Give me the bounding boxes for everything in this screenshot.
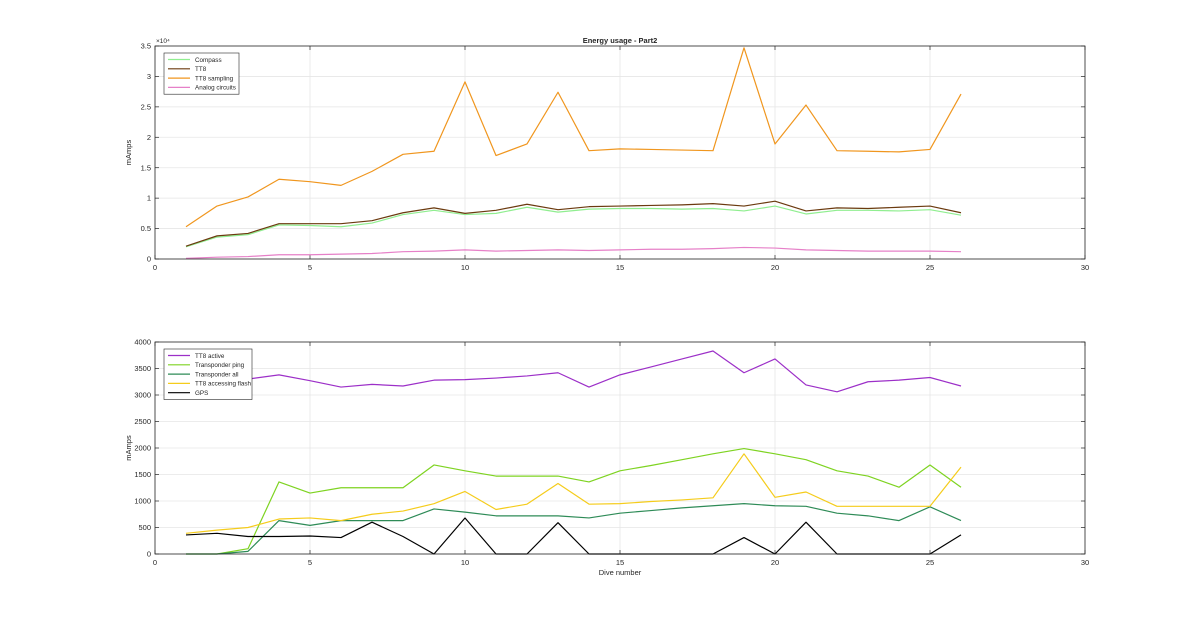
x-axis-label: Dive number (599, 568, 642, 577)
x-tick-label: 20 (771, 558, 779, 567)
x-tick-label: 25 (926, 263, 934, 272)
y-tick-label: 1000 (134, 497, 151, 506)
legend-label: TT8 active (195, 353, 225, 360)
x-tick-label: 0 (153, 558, 157, 567)
y-axis-label: mAmps (124, 435, 133, 461)
axes-box (154, 341, 1086, 555)
axes-box (154, 45, 1086, 260)
legend-label: TT8 accessing flash (195, 381, 251, 388)
y-tick-label: 3500 (134, 364, 151, 373)
y-tick-label: 3.5 (141, 42, 151, 51)
series-line-tt8-sampling (185, 47, 962, 228)
y-tick-label: 2500 (134, 417, 151, 426)
legend-label: Compass (195, 57, 222, 64)
y-tick-label: 3 (147, 72, 151, 81)
x-tick-label: 30 (1081, 558, 1089, 567)
x-tick-label: 25 (926, 558, 934, 567)
x-tick-label: 10 (461, 263, 469, 272)
y-exponent-label: ×10⁴ (156, 38, 170, 45)
legend-label: TT8 sampling (195, 75, 234, 82)
y-tick-label: 1500 (134, 470, 151, 479)
x-tick-label: 5 (308, 558, 312, 567)
series-line-compass (185, 205, 962, 248)
y-tick-label: 2000 (134, 444, 151, 453)
legend-label: Analog circuits (195, 85, 236, 92)
y-tick-label: 2 (147, 133, 151, 142)
series-line-tt8 (185, 200, 962, 247)
legend-label: TT8 (195, 66, 207, 73)
chart-2: 0 5 10 15 20 25 30 0 500 1000 1500 2000 2500 3000 3500… (124, 338, 1089, 577)
x-tick-label: 5 (308, 263, 312, 272)
x-tick-label: 30 (1081, 263, 1089, 272)
series-line-tt8-active (185, 350, 962, 400)
y-tick-label: 1.5 (141, 163, 151, 172)
chart-1: 0 5 10 15 20 25 30 0 0.5 1 1.5 2 2.5 3 3.5 Energy usage… (124, 36, 1089, 272)
y-axis-label: mAmps (124, 140, 133, 166)
series-line-gps (185, 517, 962, 555)
x-tick-label: 15 (616, 263, 624, 272)
x-tick-label: 0 (153, 263, 157, 272)
y-tick-label: 1 (147, 194, 151, 203)
y-tick-label: 0 (147, 550, 151, 559)
legend-label: Transponder ping (195, 362, 245, 369)
legend-label: GPS (195, 390, 208, 397)
chart-title: Energy usage - Part2 (583, 36, 658, 45)
series-line-analog-circuits (185, 246, 962, 259)
series-line-transponder-ping (186, 447, 962, 555)
x-tick-label: 15 (616, 558, 624, 567)
x-tick-label: 10 (461, 558, 469, 567)
series-line-transponder-all (186, 503, 962, 555)
y-tick-label: 0 (147, 255, 151, 264)
y-tick-label: 500 (138, 523, 151, 532)
y-tick-label: 0.5 (141, 224, 151, 233)
series-line-tt8-accessing-flash (185, 453, 962, 534)
y-tick-label: 4000 (134, 338, 151, 347)
x-tick-label: 20 (771, 263, 779, 272)
y-tick-label: 3000 (134, 391, 151, 400)
legend-label: Transponder all (195, 371, 239, 378)
y-tick-label: 2.5 (141, 102, 151, 111)
